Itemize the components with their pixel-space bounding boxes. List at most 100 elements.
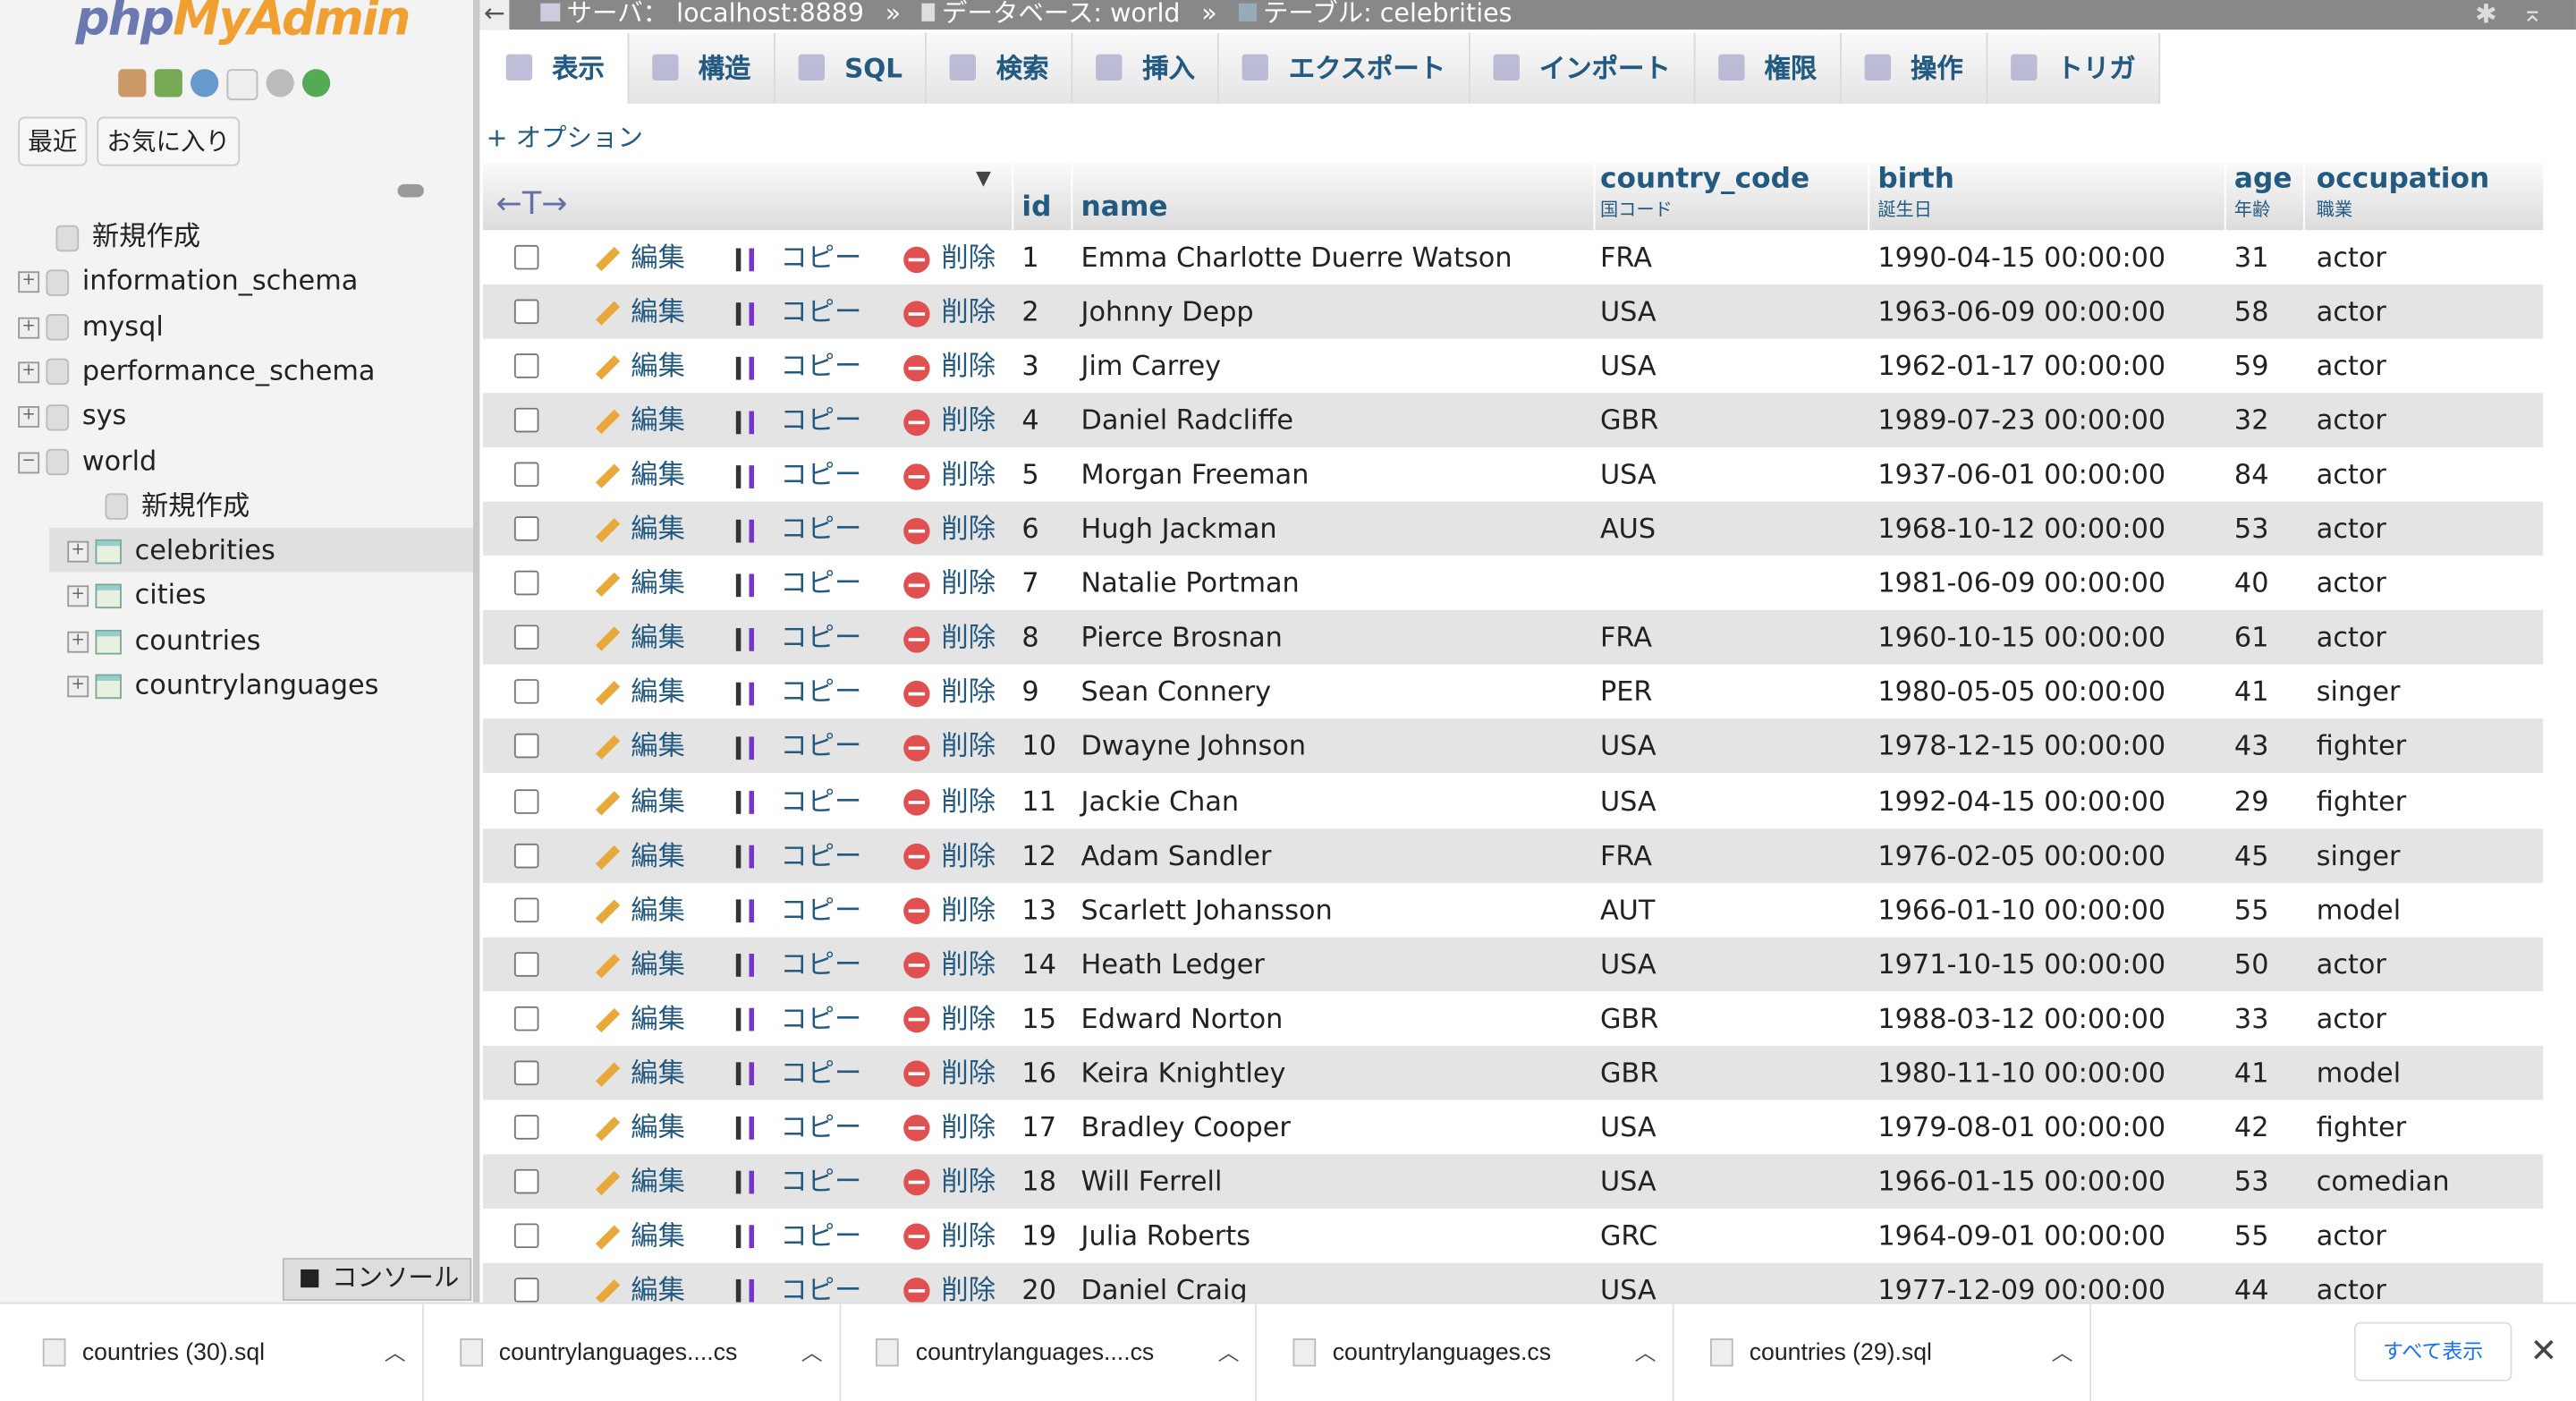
expand-icon[interactable]: + [18, 361, 40, 384]
cell-name[interactable]: Sean Connery [1080, 676, 1272, 709]
cell-occupation[interactable]: fighter [2316, 1111, 2407, 1143]
cell-id[interactable]: 1 [1021, 242, 1039, 274]
delete-link[interactable]: 削除 [903, 828, 996, 883]
cell-age[interactable]: 41 [2233, 1057, 2269, 1089]
cell-age[interactable]: 44 [2233, 1274, 2269, 1306]
copy-link[interactable]: コピー [735, 937, 861, 991]
cell-birth[interactable]: 1960-10-15 00:00:00 [1877, 622, 2166, 654]
copy-link[interactable]: コピー [735, 991, 861, 1046]
row-checkbox[interactable] [513, 788, 539, 813]
cell-age[interactable]: 58 [2233, 295, 2269, 327]
copy-link[interactable]: コピー [735, 882, 861, 937]
cell-name[interactable]: Scarlett Johansson [1080, 894, 1333, 926]
cell-country-code[interactable]: GBR [1599, 404, 1659, 437]
tab-2[interactable]: SQL [775, 32, 928, 104]
recent-button[interactable]: 最近 [18, 116, 88, 166]
cell-age[interactable]: 53 [2233, 513, 2269, 545]
cell-age[interactable]: 61 [2233, 622, 2269, 654]
cell-name[interactable]: Dwayne Johnson [1080, 730, 1307, 762]
copy-link[interactable]: コピー [735, 230, 861, 284]
edit-link[interactable]: 編集 [595, 828, 685, 883]
edit-link[interactable]: 編集 [595, 774, 685, 828]
cell-id[interactable]: 17 [1021, 1111, 1056, 1143]
cell-country-code[interactable]: USA [1599, 785, 1657, 817]
edit-link[interactable]: 編集 [595, 230, 685, 284]
chevron-up-icon[interactable]: ︿ [1217, 1339, 1240, 1365]
row-checkbox[interactable] [513, 1114, 539, 1140]
edit-link[interactable]: 編集 [595, 284, 685, 339]
home-icon[interactable] [118, 69, 147, 98]
cell-occupation[interactable]: fighter [2316, 785, 2407, 817]
cell-id[interactable]: 12 [1021, 839, 1056, 871]
cell-id[interactable]: 8 [1021, 622, 1039, 654]
tree-item[interactable]: + information_schema [0, 259, 473, 303]
cell-name[interactable]: Daniel Craig [1080, 1274, 1248, 1306]
column-header-name[interactable]: name [1080, 191, 1168, 224]
cell-age[interactable]: 55 [2233, 894, 2269, 926]
cell-occupation[interactable]: model [2316, 1057, 2402, 1089]
cell-country-code[interactable]: USA [1599, 350, 1657, 382]
cell-occupation[interactable]: actor [2316, 242, 2386, 274]
chevron-up-icon[interactable]: ︿ [801, 1339, 823, 1365]
row-checkbox[interactable] [513, 353, 539, 378]
edit-link[interactable]: 編集 [595, 394, 685, 448]
settings-gear-icon[interactable]: ✱ [2475, 0, 2497, 30]
console-toggle[interactable]: コンソール [282, 1258, 472, 1301]
copy-link[interactable]: コピー [735, 502, 861, 556]
delete-link[interactable]: 削除 [903, 1046, 996, 1100]
delete-link[interactable]: 削除 [903, 394, 996, 448]
cell-id[interactable]: 15 [1021, 1002, 1056, 1034]
cell-birth[interactable]: 1979-08-01 00:00:00 [1877, 1111, 2166, 1143]
download-item[interactable]: countries (30).sql ︿ [6, 1303, 424, 1401]
expand-icon[interactable]: + [67, 631, 89, 653]
logout-icon[interactable] [154, 69, 182, 98]
download-item[interactable]: countries (29).sql ︿ [1674, 1303, 2091, 1401]
cell-age[interactable]: 40 [2233, 567, 2269, 599]
close-downloads-bar-button[interactable]: ✕ [2529, 1329, 2558, 1371]
copy-link[interactable]: コピー [735, 828, 861, 883]
cell-id[interactable]: 16 [1021, 1057, 1056, 1089]
edit-link[interactable]: 編集 [595, 447, 685, 502]
cell-birth[interactable]: 1963-06-09 00:00:00 [1877, 295, 2166, 327]
tab-9[interactable]: トリガ [1987, 32, 2161, 104]
download-item[interactable]: countrylanguages....cs ︿ [840, 1303, 1258, 1401]
delete-link[interactable]: 削除 [903, 991, 996, 1046]
cell-birth[interactable]: 1966-01-10 00:00:00 [1877, 894, 2166, 926]
row-checkbox[interactable] [513, 734, 539, 760]
delete-link[interactable]: 削除 [903, 502, 996, 556]
cell-id[interactable]: 19 [1021, 1219, 1056, 1252]
delete-link[interactable]: 削除 [903, 284, 996, 339]
delete-link[interactable]: 削除 [903, 937, 996, 991]
cell-birth[interactable]: 1962-01-17 00:00:00 [1877, 350, 2166, 382]
collapse-top-icon[interactable]: ⌅ [2521, 0, 2544, 29]
cell-country-code[interactable]: AUT [1599, 894, 1656, 926]
edit-link[interactable]: 編集 [595, 339, 685, 394]
breadcrumb-database[interactable]: データベース: world [942, 0, 1181, 29]
cell-occupation[interactable]: singer [2316, 839, 2401, 871]
cell-age[interactable]: 29 [2233, 785, 2269, 817]
row-checkbox[interactable] [513, 625, 539, 650]
cell-birth[interactable]: 1989-07-23 00:00:00 [1877, 404, 2166, 437]
tab-8[interactable]: 操作 [1841, 32, 1988, 104]
edit-link[interactable]: 編集 [595, 611, 685, 666]
delete-link[interactable]: 削除 [903, 882, 996, 937]
edit-link[interactable]: 編集 [595, 556, 685, 611]
tree-item[interactable]: + countrylanguages [49, 663, 473, 708]
cell-country-code[interactable]: USA [1599, 1274, 1657, 1306]
cell-name[interactable]: Julia Roberts [1080, 1219, 1251, 1252]
copy-link[interactable]: コピー [735, 1154, 861, 1209]
tab-7[interactable]: 権限 [1695, 32, 1842, 104]
row-checkbox[interactable] [513, 1060, 539, 1085]
cell-country-code[interactable]: AUS [1599, 513, 1657, 545]
collapse-sidebar-button[interactable]: ← [479, 0, 510, 30]
cell-age[interactable]: 33 [2233, 1002, 2269, 1034]
cell-name[interactable]: Pierce Brosnan [1080, 622, 1283, 654]
copy-link[interactable]: コピー [735, 394, 861, 448]
tab-6[interactable]: インポート [1470, 32, 1696, 104]
edit-link[interactable]: 編集 [595, 502, 685, 556]
cell-occupation[interactable]: actor [2316, 1274, 2386, 1306]
column-header-country-code[interactable]: country_code 国コード [1600, 163, 1809, 222]
row-checkbox[interactable] [513, 516, 539, 542]
cell-country-code[interactable]: FRA [1599, 242, 1652, 274]
cell-age[interactable]: 84 [2233, 459, 2269, 491]
